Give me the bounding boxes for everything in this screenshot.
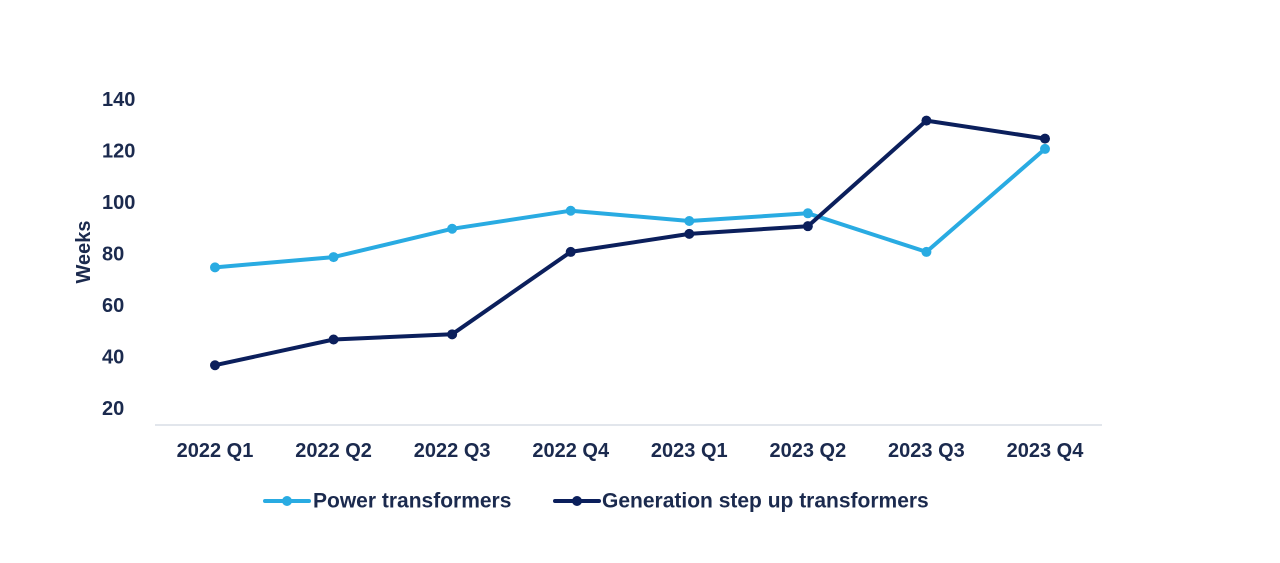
x-tick-label: 2022 Q1	[177, 440, 254, 462]
legend-item: Generation step up transformers	[553, 490, 929, 513]
data-point	[328, 252, 339, 263]
x-tick-label: 2023 Q2	[769, 440, 846, 462]
series-layer	[210, 115, 1050, 371]
series-line	[213, 146, 1047, 270]
data-point	[1040, 133, 1050, 144]
legend-item: Power transformers	[263, 490, 511, 513]
x-tick-label: 2023 Q4	[1007, 440, 1085, 462]
data-point	[802, 208, 813, 219]
data-point	[565, 246, 576, 257]
y-tick-label: 40	[102, 347, 124, 369]
y-axis-title: Weeks	[73, 220, 95, 283]
y-axis-ticks: 20 40 60 80 100 120 140	[102, 89, 135, 420]
data-point	[565, 205, 576, 216]
data-point	[1040, 143, 1050, 154]
data-point	[210, 360, 220, 371]
legend-label: Power transformers	[313, 490, 511, 513]
y-tick-label: 80	[102, 244, 124, 266]
y-tick-label: 120	[102, 141, 135, 163]
x-axis-ticks: 2022 Q1 2022 Q2 2022 Q3 2022 Q4 2023 Q1 2023 …	[177, 440, 1085, 462]
x-tick-label: 2022 Q2	[295, 440, 372, 462]
data-point	[684, 228, 695, 239]
series-1	[210, 143, 1050, 273]
x-tick-label: 2022 Q3	[414, 440, 491, 462]
data-point	[684, 216, 695, 227]
series-2	[210, 115, 1050, 371]
legend-swatch-marker	[572, 496, 582, 506]
data-point	[921, 115, 932, 126]
legend-label: Generation step up transformers	[602, 490, 929, 513]
y-tick-label: 100	[102, 192, 135, 214]
data-point	[210, 262, 220, 273]
data-point	[447, 223, 458, 234]
data-point	[447, 329, 458, 340]
legend-swatch-marker	[282, 496, 292, 506]
x-tick-label: 2023 Q1	[651, 440, 728, 462]
y-tick-label: 20	[102, 398, 124, 420]
series-line	[213, 118, 1047, 368]
data-point	[802, 221, 813, 232]
data-point	[328, 334, 339, 345]
data-point	[921, 246, 932, 257]
legend: Power transformers Generation step up tra…	[263, 490, 929, 513]
y-tick-label: 140	[102, 89, 135, 111]
x-tick-label: 2023 Q3	[888, 440, 965, 462]
y-tick-label: 60	[102, 295, 124, 317]
x-tick-label: 2022 Q4	[532, 440, 610, 462]
